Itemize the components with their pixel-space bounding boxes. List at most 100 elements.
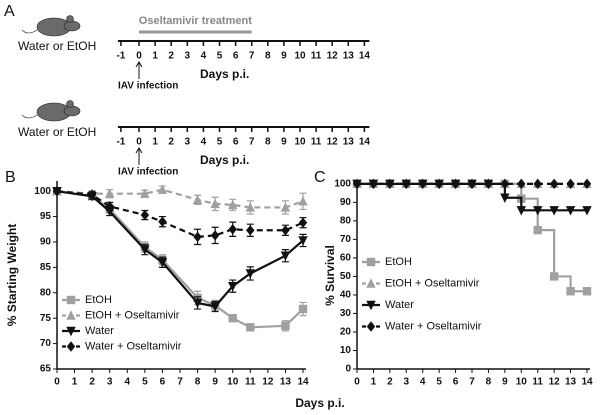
marker [298,217,308,228]
treatment-label: Oseltamivir treatment [139,15,252,27]
y-tick-label: 65 [40,364,52,375]
legend-marker [366,321,376,332]
marker [533,206,543,216]
y-tick-label: 30 [340,308,352,319]
legend-marker [66,295,76,305]
marker [140,209,150,221]
marker [210,302,220,312]
marker [105,201,114,212]
y-tick-label: 0 [345,364,351,375]
y-tick-label: 100 [334,178,351,189]
marker [369,178,378,190]
marker [210,198,220,209]
x-tick-label: 3 [107,377,113,388]
marker [245,269,255,279]
timeline-tick-label: 11 [311,137,322,148]
timeline-tick-label: 13 [343,137,355,148]
y-tick-label: 10 [340,345,352,356]
timeline-tick-label: 2 [168,137,174,148]
legend-label: EtOH + Oseltamivir [385,277,480,289]
y-tick-label: 95 [40,211,52,222]
marker [451,178,460,190]
timeline-tick-label: 13 [343,51,355,62]
marker [158,216,167,227]
marker [385,178,395,190]
marker [484,178,493,190]
x-tick-label: 6 [453,377,459,388]
timeline-tick-label: 12 [327,137,339,148]
x-tick-label: 11 [245,377,256,388]
marker [517,178,526,190]
x-tick-label: 10 [516,377,528,388]
legend-marker [366,278,376,288]
marker [582,206,592,216]
legend-label: Water + Oseltamivir [385,320,482,332]
timeline-tick-label: 1 [152,137,158,148]
series-line [56,190,304,329]
y-tick-label: 90 [340,197,352,208]
marker [228,199,238,210]
x-tick-label: 8 [195,377,201,388]
y-tick-label: 80 [340,216,352,227]
x-tick-label: 2 [89,377,95,388]
legend-label: Water [385,299,414,311]
y-tick-label: 50 [340,271,352,282]
timeline-tick-label: 12 [327,51,339,62]
timeline-tick-label: 0 [136,51,142,62]
arrow-head [135,147,143,154]
marker [228,313,237,323]
y-tick-label: 80 [40,287,52,298]
timeline-tick-label: 8 [265,51,271,62]
marker [565,206,576,216]
timeline-tick-label: 7 [249,137,255,148]
timeline-axis-label: Days p.i. [200,153,249,167]
panel-label: B [5,169,16,186]
marker [566,287,575,296]
x-tick-label: 0 [354,377,360,388]
x-tick-label: 6 [160,377,166,388]
y-tick-label: 20 [340,327,352,338]
timeline-tick-label: 5 [217,51,223,62]
marker [228,224,237,235]
x-tick-label: 3 [404,377,410,388]
marker [298,196,308,206]
marker [105,207,115,217]
marker [566,178,575,190]
marker [352,178,362,190]
marker [157,184,168,194]
marker [281,225,290,236]
marker [298,304,308,314]
legend-marker [66,310,76,320]
marker [246,323,255,332]
marker [533,225,542,235]
timeline-tick-label: 6 [233,137,239,148]
marker [500,193,510,203]
timeline-tick-label: 11 [311,51,322,62]
marker [500,178,510,190]
x-tick-label: 9 [502,377,508,388]
y-axis-label: % Starting Weight [5,224,19,326]
y-axis-label: % Survival [323,245,337,306]
x-tick-label: 11 [532,377,543,388]
y-tick-label: 100 [34,186,51,197]
subject-label: Water or EtOH [18,39,96,53]
marker [549,178,559,190]
legend-marker [66,341,76,352]
marker [467,178,477,190]
marker [246,225,255,236]
series-line [56,190,304,239]
timeline-tick-label: 4 [201,51,207,62]
panel-label: C [314,169,326,186]
marker [245,202,255,212]
x-tick-label: 4 [125,377,131,388]
x-tick-label: 9 [212,377,218,388]
legend-label: Water + Oseltamivir [85,340,182,352]
x-tick-label: 14 [581,377,593,388]
marker [549,206,559,216]
x-tick-label: 7 [177,377,183,388]
legend-marker [66,326,76,337]
timeline-tick-label: 3 [185,137,191,148]
timeline-tick-label: 5 [217,137,223,148]
